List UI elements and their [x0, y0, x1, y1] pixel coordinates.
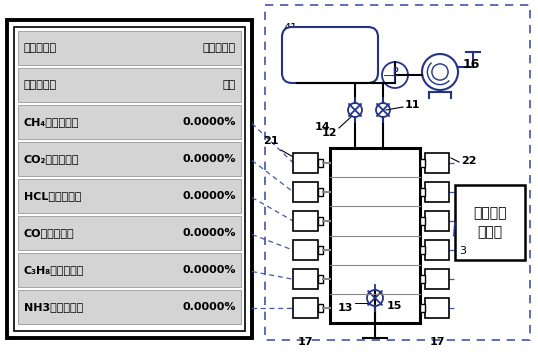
Text: CO组分含量：: CO组分含量：	[24, 228, 75, 238]
Bar	[455, 185, 525, 260]
Bar	[18, 290, 241, 324]
Bar	[420, 304, 425, 312]
Bar	[293, 182, 318, 202]
Bar	[318, 158, 323, 167]
Text: CO₂组分含量：: CO₂组分含量：	[24, 154, 80, 164]
Bar	[18, 68, 241, 102]
Bar	[18, 142, 241, 176]
Bar	[7, 20, 252, 338]
Bar	[425, 182, 449, 202]
Bar	[330, 148, 420, 323]
Bar	[425, 298, 449, 318]
Text: 14: 14	[314, 122, 330, 132]
Text: 17: 17	[429, 337, 445, 347]
Bar	[318, 217, 323, 225]
Bar	[420, 217, 425, 225]
Text: T: T	[392, 74, 398, 84]
Text: 0.0000%: 0.0000%	[182, 117, 236, 127]
Bar	[318, 246, 323, 254]
Bar	[425, 240, 449, 260]
Bar	[420, 246, 425, 254]
Text: 16: 16	[463, 58, 480, 71]
Bar	[18, 105, 241, 139]
Text: 3: 3	[459, 246, 466, 256]
Text: 0.0000%: 0.0000%	[182, 265, 236, 275]
Text: 11: 11	[405, 100, 421, 110]
Text: 纯氢: 纯氢	[223, 80, 236, 90]
Bar	[318, 275, 323, 283]
Bar	[18, 253, 241, 287]
Bar	[293, 298, 318, 318]
Text: 0.0000%: 0.0000%	[182, 302, 236, 312]
Bar	[293, 152, 318, 173]
Bar	[293, 211, 318, 231]
Text: 电解水制氢: 电解水制氢	[203, 43, 236, 53]
Text: C₃H₈组分含量：: C₃H₈组分含量：	[24, 265, 84, 275]
Text: P: P	[392, 67, 398, 77]
Bar	[425, 211, 449, 231]
Bar	[420, 275, 425, 283]
Text: 13: 13	[338, 303, 353, 313]
Bar	[420, 158, 425, 167]
Text: HCL组分含量：: HCL组分含量：	[24, 191, 81, 201]
Text: 氢气纯度：: 氢气纯度：	[24, 80, 57, 90]
Text: 0.0000%: 0.0000%	[182, 191, 236, 201]
Bar	[425, 269, 449, 289]
Text: CH₄组分含量：: CH₄组分含量：	[24, 117, 80, 127]
Text: 氢气种类：: 氢气种类：	[24, 43, 57, 53]
Text: NH3组分含量：: NH3组分含量：	[24, 302, 83, 312]
Text: 信号采集
与处理: 信号采集 与处理	[473, 206, 507, 239]
Bar	[18, 31, 241, 65]
Text: 22: 22	[461, 156, 477, 166]
Bar	[318, 188, 323, 196]
Bar	[420, 188, 425, 196]
Text: 0.0000%: 0.0000%	[182, 228, 236, 238]
Text: 12: 12	[322, 128, 337, 138]
Text: 41: 41	[283, 23, 297, 33]
Text: 15: 15	[387, 301, 402, 311]
Bar	[318, 304, 323, 312]
Bar	[425, 152, 449, 173]
Text: 21: 21	[264, 136, 279, 146]
Bar	[293, 240, 318, 260]
Bar	[265, 5, 530, 340]
Bar	[18, 179, 241, 213]
Bar	[293, 269, 318, 289]
Bar	[14, 27, 245, 331]
Text: 17: 17	[298, 337, 313, 347]
Bar	[18, 216, 241, 250]
FancyBboxPatch shape	[282, 27, 378, 83]
Text: 0.0000%: 0.0000%	[182, 154, 236, 164]
